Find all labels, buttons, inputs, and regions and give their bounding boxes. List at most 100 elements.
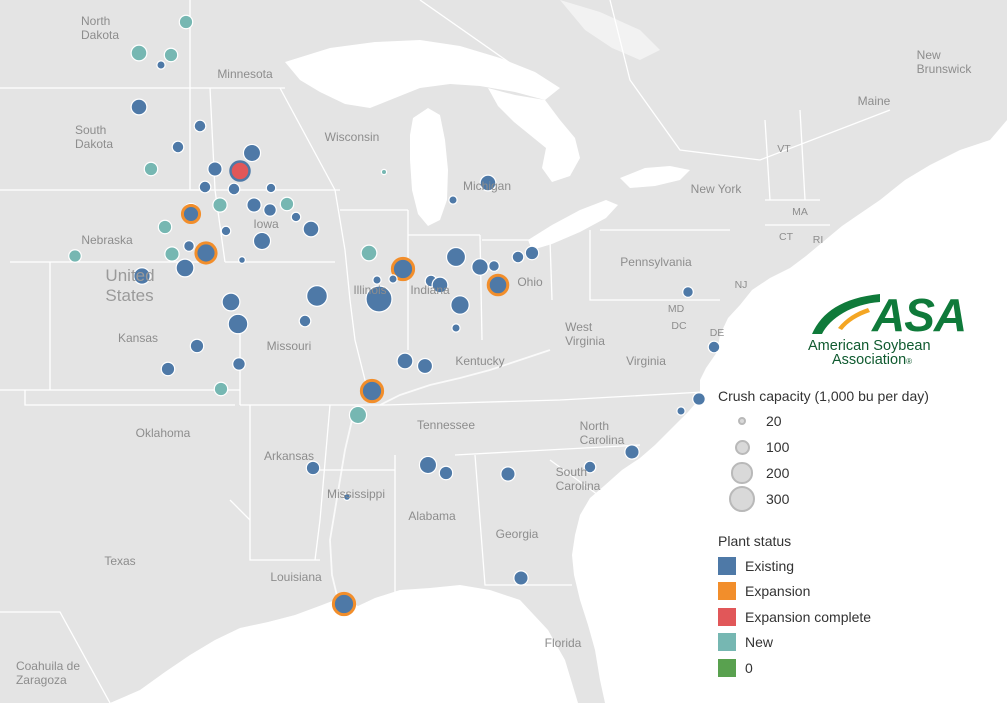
plant-marker-ky-existing[interactable] bbox=[396, 352, 414, 370]
plant-marker-mi-existing[interactable] bbox=[448, 195, 458, 205]
label-pennsylvania: Pennsylvania bbox=[620, 255, 692, 269]
plant-marker-il-new[interactable] bbox=[360, 244, 378, 262]
plant-marker-mi-existing[interactable] bbox=[479, 174, 497, 192]
plant-marker-sd-existing[interactable] bbox=[171, 140, 185, 154]
plant-marker-ne-new[interactable] bbox=[68, 249, 82, 263]
status-legend-item-expansion[interactable]: Expansion bbox=[718, 579, 871, 605]
plant-marker-nd-existing[interactable] bbox=[156, 60, 166, 70]
rivers bbox=[329, 349, 551, 601]
plant-marker-mn-existing[interactable] bbox=[242, 143, 262, 163]
plant-marker-ky-expansion[interactable] bbox=[359, 378, 385, 404]
plant-marker-sd-existing[interactable] bbox=[130, 98, 148, 116]
plant-marker-oh-existing[interactable] bbox=[488, 260, 500, 272]
plant-markers[interactable] bbox=[68, 14, 721, 617]
plant-marker-ia-new[interactable] bbox=[164, 246, 180, 262]
plant-marker-il-existing[interactable] bbox=[365, 285, 393, 313]
label-dc: DC bbox=[671, 320, 687, 332]
label-florida: Florida bbox=[544, 636, 582, 650]
asa-swoosh-icon bbox=[812, 294, 880, 334]
plant-marker-nc-existing[interactable] bbox=[624, 444, 640, 460]
plant-marker-mo-existing[interactable] bbox=[306, 285, 328, 307]
plant-marker-ia-existing[interactable] bbox=[220, 225, 232, 237]
size-legend-title: Crush capacity (1,000 bu per day) bbox=[718, 388, 929, 404]
status-legend-item-existing[interactable]: Existing bbox=[718, 553, 871, 579]
asa-acronym: ASA bbox=[872, 289, 967, 341]
status-legend-label: Existing bbox=[745, 557, 795, 574]
plant-marker-al-existing[interactable] bbox=[438, 465, 454, 481]
plant-marker-in-existing[interactable] bbox=[451, 323, 461, 333]
plant-marker-oh-existing[interactable] bbox=[471, 258, 489, 276]
plant-marker-in-existing[interactable] bbox=[445, 246, 467, 268]
plant-marker-mn-existing[interactable] bbox=[193, 119, 207, 133]
plant-marker-sc-existing[interactable] bbox=[583, 460, 597, 474]
plant-marker-pa-existing[interactable] bbox=[682, 286, 694, 298]
plant-marker-nd-new[interactable] bbox=[178, 14, 194, 30]
label-coahuila: Coahuila de Zaragoza bbox=[15, 659, 81, 687]
label-connecticut: CT bbox=[779, 231, 793, 243]
plant-marker-ia-existing[interactable] bbox=[263, 203, 277, 217]
plant-marker-in-existing[interactable] bbox=[431, 276, 449, 294]
plant-marker-ia-new[interactable] bbox=[212, 197, 228, 213]
plant-marker-mn-existing[interactable] bbox=[198, 180, 212, 194]
plant-marker-ne-existing[interactable] bbox=[133, 267, 151, 285]
plant-marker-va-existing[interactable] bbox=[676, 406, 686, 416]
plant-marker-ia-existing[interactable] bbox=[252, 231, 272, 251]
label-wisconsin: Wisconsin bbox=[324, 130, 380, 144]
plant-marker-md-existing[interactable] bbox=[707, 340, 721, 354]
status-legend-item-new[interactable]: New bbox=[718, 630, 871, 656]
lake-erie bbox=[528, 200, 618, 250]
plant-marker-mo-existing[interactable] bbox=[227, 313, 249, 335]
plant-marker-ia-existing[interactable] bbox=[238, 256, 246, 264]
plant-marker-mn-expansion_complete[interactable] bbox=[229, 160, 251, 182]
plant-marker-ia-expansion[interactable] bbox=[194, 241, 218, 265]
plant-marker-ks-new[interactable] bbox=[213, 381, 229, 397]
plant-marker-ia-existing[interactable] bbox=[246, 197, 262, 213]
size-legend-item: 300 bbox=[718, 486, 929, 512]
plant-marker-va-existing[interactable] bbox=[692, 392, 706, 406]
plant-marker-ks-existing[interactable] bbox=[189, 338, 205, 354]
label-michigan: Michigan bbox=[462, 179, 512, 193]
plant-marker-ia-existing[interactable] bbox=[302, 220, 320, 238]
plant-marker-ks-existing[interactable] bbox=[232, 357, 246, 371]
plant-marker-nd-new[interactable] bbox=[163, 47, 179, 63]
plant-marker-wi-new[interactable] bbox=[380, 168, 388, 176]
plant-marker-ia-new[interactable] bbox=[279, 196, 295, 212]
plant-marker-ky-existing[interactable] bbox=[416, 357, 434, 375]
plant-marker-ia-existing[interactable] bbox=[290, 211, 302, 223]
plant-marker-mo-existing[interactable] bbox=[221, 292, 241, 312]
label-mississippi: Mississippi bbox=[326, 487, 386, 501]
plant-marker-mo-existing[interactable] bbox=[298, 314, 312, 328]
status-legend-item-zero[interactable]: 0 bbox=[718, 655, 871, 681]
plant-marker-ne-existing[interactable] bbox=[175, 258, 195, 278]
plant-marker-ks-existing[interactable] bbox=[160, 361, 176, 377]
plant-marker-mn-existing[interactable] bbox=[265, 182, 277, 194]
plant-marker-tn-new[interactable] bbox=[348, 405, 368, 425]
plant-marker-oh-existing[interactable] bbox=[524, 245, 540, 261]
plant-marker-il-existing[interactable] bbox=[372, 275, 382, 285]
plant-marker-il-expansion[interactable] bbox=[390, 256, 416, 282]
plant-marker-sd-new[interactable] bbox=[143, 161, 159, 177]
plant-marker-mn-existing[interactable] bbox=[207, 161, 223, 177]
plant-marker-ar-existing[interactable] bbox=[305, 460, 321, 476]
plant-marker-ga-existing[interactable] bbox=[500, 466, 516, 482]
plant-marker-oh-existing[interactable] bbox=[511, 250, 525, 264]
label-kansas: Kansas bbox=[117, 331, 159, 345]
label-georgia: Georgia bbox=[495, 527, 539, 541]
size-legend-symbol bbox=[718, 417, 766, 425]
plant-marker-ga-existing[interactable] bbox=[513, 570, 529, 586]
plant-marker-mn-existing[interactable] bbox=[227, 182, 241, 196]
plant-marker-la-expansion[interactable] bbox=[331, 591, 357, 617]
plant-marker-al-existing[interactable] bbox=[418, 455, 438, 475]
plant-marker-nd-new[interactable] bbox=[130, 44, 148, 62]
plant-marker-il-existing[interactable] bbox=[388, 274, 398, 284]
plant-marker-ms-existing[interactable] bbox=[343, 493, 351, 501]
status-legend-item-expansion_complete[interactable]: Expansion complete bbox=[718, 604, 871, 630]
plant-marker-ia-existing[interactable] bbox=[183, 240, 195, 252]
plant-marker-in-existing[interactable] bbox=[450, 295, 470, 315]
plant-marker-ne-new[interactable] bbox=[157, 219, 173, 235]
plant-marker-oh-expansion[interactable] bbox=[486, 273, 510, 297]
plant-marker-ia-expansion[interactable] bbox=[180, 203, 202, 225]
size-circle-icon bbox=[729, 486, 755, 512]
